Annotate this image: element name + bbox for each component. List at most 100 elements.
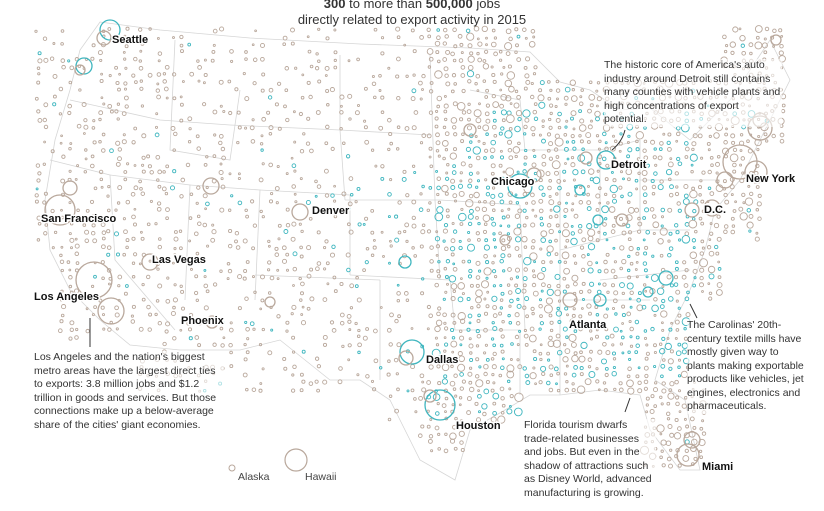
county-circle [267, 95, 273, 100]
county-circle [596, 289, 602, 295]
county-circle [282, 35, 288, 41]
county-circle [258, 388, 263, 393]
county-circle [505, 176, 514, 185]
county-circle [118, 72, 121, 76]
county-circle [667, 161, 674, 168]
county-circle [613, 290, 619, 296]
county-circle [298, 222, 302, 226]
county-circle [564, 125, 568, 129]
county-circle [565, 140, 569, 144]
county-circle [555, 382, 558, 386]
county-circle [686, 290, 690, 295]
county-circle [267, 239, 271, 244]
county-circle [131, 261, 136, 265]
county-circle [668, 192, 674, 198]
county-circle [299, 388, 304, 393]
county-circle [677, 358, 682, 362]
county-circle [196, 214, 201, 219]
county-circle [668, 296, 674, 302]
county-circle [506, 408, 513, 415]
county-circle [603, 313, 609, 319]
county-circle [235, 245, 241, 250]
county-circle [744, 160, 768, 184]
county-circle [619, 329, 623, 333]
county-circle [387, 117, 392, 123]
county-circle [357, 328, 361, 333]
county-circle [43, 124, 49, 130]
county-circle [611, 343, 615, 347]
county-circle [475, 417, 482, 423]
county-circle [508, 127, 513, 131]
county-circle [539, 222, 545, 227]
county-circle [587, 289, 592, 294]
county-circle [654, 163, 658, 167]
county-circle [37, 58, 43, 64]
county-circle [364, 139, 370, 145]
county-circle [444, 73, 449, 78]
county-circle [757, 193, 762, 198]
county-circle [373, 27, 378, 32]
county-circle [564, 306, 569, 311]
county-circle [595, 134, 600, 138]
county-circle [298, 111, 303, 117]
county-circle [515, 267, 521, 273]
county-circle [642, 216, 646, 220]
county-circle [547, 340, 555, 348]
county-circle [562, 169, 567, 174]
county-circle [157, 169, 163, 175]
county-circle [734, 200, 737, 204]
county-circle [420, 424, 425, 429]
county-circle [565, 238, 570, 243]
county-circle [291, 373, 295, 377]
county-circle [441, 363, 450, 372]
county-circle [314, 66, 320, 71]
county-circle [69, 142, 73, 145]
county-circle [524, 36, 528, 40]
county-circle [637, 380, 642, 385]
county-circle [642, 177, 648, 183]
county-circle [60, 58, 66, 63]
county-circle [498, 58, 503, 62]
county-circle [179, 246, 183, 251]
county-circle [641, 170, 648, 176]
county-circle [437, 447, 441, 451]
county-circle [452, 266, 458, 272]
county-circle [509, 277, 513, 281]
county-circle [574, 184, 586, 196]
county-circle [68, 336, 73, 341]
county-circle [398, 350, 414, 366]
county-circle [90, 154, 95, 159]
county-circle [164, 329, 169, 334]
county-circle [715, 251, 720, 256]
county-circle [697, 185, 703, 190]
county-circle [421, 223, 426, 228]
county-circle [222, 336, 226, 340]
county-circle [694, 229, 698, 234]
county-circle [620, 170, 623, 174]
county-circle [244, 126, 248, 130]
county-circle [557, 125, 562, 130]
county-circle [469, 351, 473, 355]
county-circle [453, 44, 458, 49]
county-circle [466, 297, 471, 301]
county-circle [371, 81, 377, 87]
county-circle [498, 163, 503, 168]
county-circle [525, 201, 529, 205]
county-circle [179, 34, 184, 40]
county-circle [592, 214, 604, 226]
county-circle [509, 394, 514, 399]
county-circle [179, 194, 184, 199]
county-circle [677, 161, 683, 167]
county-circle [338, 366, 343, 371]
county-circle [180, 177, 186, 183]
county-circle [626, 282, 634, 290]
county-circle [234, 87, 239, 92]
county-circle [434, 212, 444, 222]
county-circle [501, 118, 506, 123]
county-circle [193, 231, 199, 237]
county-circle [675, 401, 680, 407]
county-circle [659, 179, 664, 184]
county-circle [395, 372, 399, 376]
county-circle [75, 57, 93, 75]
county-circle [549, 88, 553, 92]
